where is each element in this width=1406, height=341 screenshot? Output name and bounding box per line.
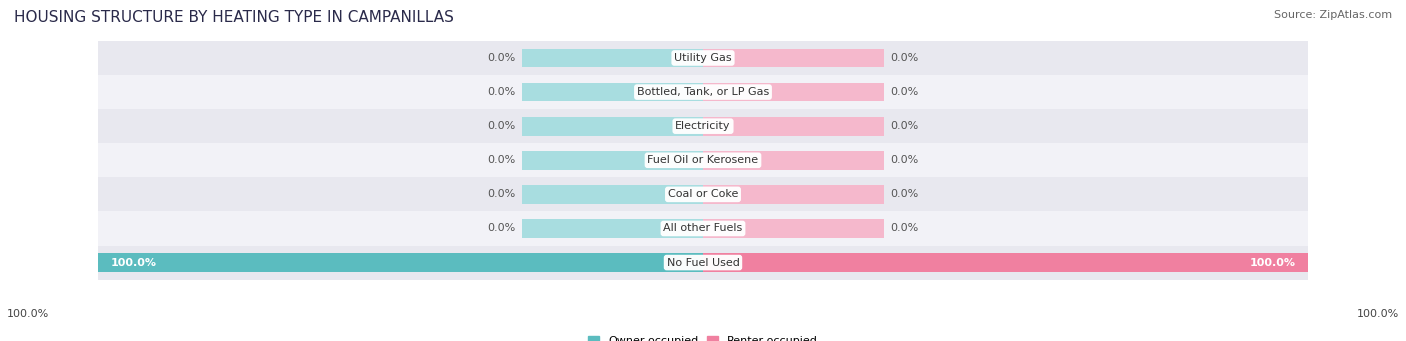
Text: 0.0%: 0.0% xyxy=(890,223,918,234)
Text: 0.0%: 0.0% xyxy=(488,223,516,234)
Bar xyxy=(522,49,703,68)
Bar xyxy=(703,117,884,136)
Text: Source: ZipAtlas.com: Source: ZipAtlas.com xyxy=(1274,10,1392,20)
Bar xyxy=(98,246,1308,280)
Text: 0.0%: 0.0% xyxy=(488,155,516,165)
Text: Utility Gas: Utility Gas xyxy=(675,53,731,63)
Bar xyxy=(522,219,703,238)
Text: Bottled, Tank, or LP Gas: Bottled, Tank, or LP Gas xyxy=(637,87,769,97)
Text: 0.0%: 0.0% xyxy=(890,53,918,63)
Text: All other Fuels: All other Fuels xyxy=(664,223,742,234)
Text: HOUSING STRUCTURE BY HEATING TYPE IN CAMPANILLAS: HOUSING STRUCTURE BY HEATING TYPE IN CAM… xyxy=(14,10,454,25)
Text: 0.0%: 0.0% xyxy=(890,155,918,165)
Bar xyxy=(98,177,1308,211)
Bar xyxy=(703,49,884,68)
Bar xyxy=(98,75,1308,109)
Bar xyxy=(98,41,1308,75)
Bar xyxy=(522,83,703,102)
Text: 0.0%: 0.0% xyxy=(488,189,516,199)
Bar xyxy=(98,211,1308,246)
Bar xyxy=(98,253,703,272)
Text: 0.0%: 0.0% xyxy=(890,189,918,199)
Text: Coal or Coke: Coal or Coke xyxy=(668,189,738,199)
Text: Electricity: Electricity xyxy=(675,121,731,131)
Bar xyxy=(703,83,884,102)
Bar xyxy=(703,185,884,204)
Bar xyxy=(98,143,1308,177)
Text: 0.0%: 0.0% xyxy=(890,121,918,131)
Text: No Fuel Used: No Fuel Used xyxy=(666,257,740,268)
Text: 100.0%: 100.0% xyxy=(111,257,156,268)
Text: 100.0%: 100.0% xyxy=(1357,309,1399,319)
Bar xyxy=(703,253,1308,272)
Text: 0.0%: 0.0% xyxy=(890,87,918,97)
Bar xyxy=(98,109,1308,143)
Bar xyxy=(522,117,703,136)
Text: 0.0%: 0.0% xyxy=(488,53,516,63)
Bar xyxy=(703,219,884,238)
Text: 100.0%: 100.0% xyxy=(7,309,49,319)
Bar xyxy=(522,185,703,204)
Text: 0.0%: 0.0% xyxy=(488,87,516,97)
Text: 0.0%: 0.0% xyxy=(488,121,516,131)
Text: 100.0%: 100.0% xyxy=(1250,257,1295,268)
Legend: Owner-occupied, Renter-occupied: Owner-occupied, Renter-occupied xyxy=(583,331,823,341)
Text: Fuel Oil or Kerosene: Fuel Oil or Kerosene xyxy=(647,155,759,165)
Bar xyxy=(703,151,884,170)
Bar xyxy=(522,151,703,170)
